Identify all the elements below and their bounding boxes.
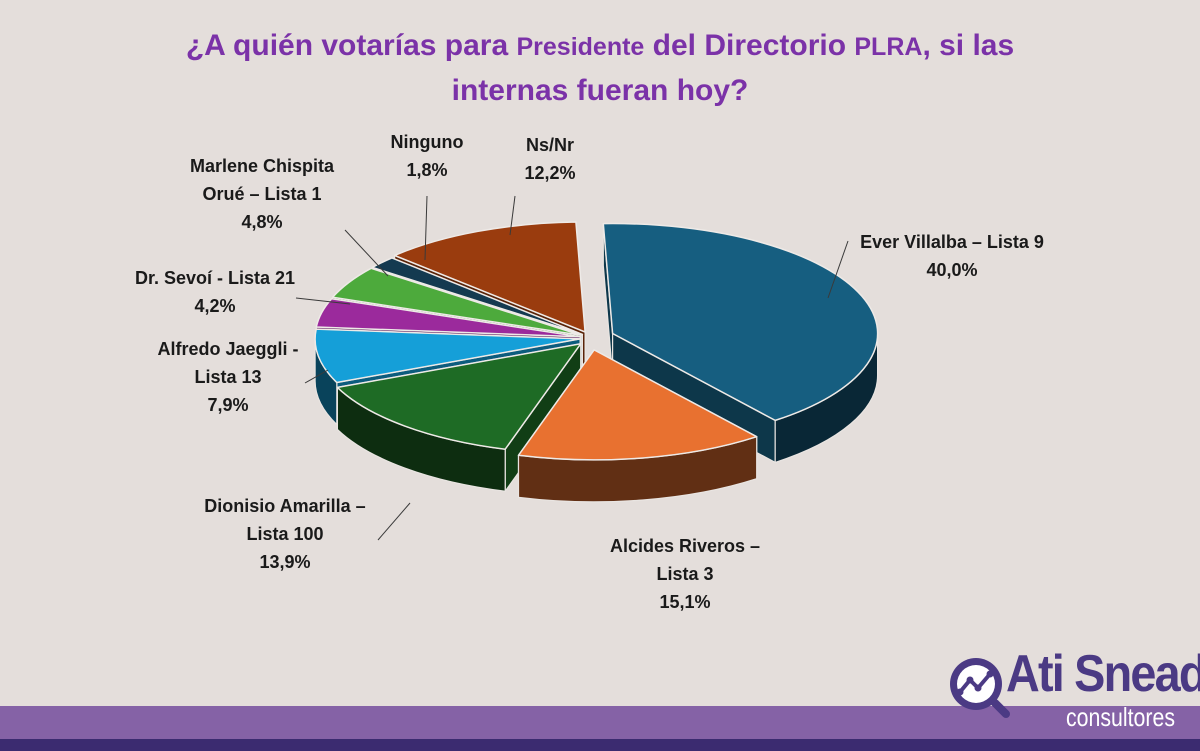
slice-1-top [602, 222, 879, 422]
slice-label-7: Ninguno 1,8% [391, 132, 464, 180]
leader-line-3 [377, 502, 411, 541]
slice-5-top [315, 297, 581, 338]
slice-name-4-line-2: Lista 13 [194, 367, 261, 387]
leader-line-4 [304, 369, 329, 384]
logo-subtitle: consultores [1066, 702, 1176, 732]
slice-8-top [393, 221, 586, 333]
slice-6-top [331, 267, 582, 337]
slice-4-top [314, 328, 581, 384]
slice-name-7-line-1: Ninguno [391, 132, 464, 152]
slice-name-2-line-1: Alcides Riveros – [610, 536, 760, 556]
chart-title: ¿A quién votarías para Presidente del Di… [185, 29, 1015, 107]
leader-line-5 [295, 297, 351, 305]
slice-value-1: 40,0% [926, 260, 977, 280]
leader-line-1 [827, 240, 849, 299]
slice-value-5: 4,2% [194, 296, 235, 316]
slice-labels: Ever Villalba – Lista 9 40,0% Alcides Rive… [135, 132, 1044, 612]
slice-label-3: Dionisio Amarilla – Lista 100 13,9% [204, 496, 365, 572]
slice-label-2: Alcides Riveros – Lista 3 15,1% [610, 536, 760, 612]
slice-name-8-line-1: Ns/Nr [526, 135, 574, 155]
leader-lines [295, 195, 849, 541]
slice-label-4: Alfredo Jaeggli - Lista 13 7,9% [157, 339, 298, 415]
leader-line-8 [509, 195, 516, 236]
slice-name-2-line-2: Lista 3 [656, 564, 713, 584]
slice-name-3-line-1: Dionisio Amarilla – [204, 496, 365, 516]
slice-label-5: Dr. Sevoí - Lista 21 4,2% [135, 268, 295, 316]
slice-7-top [371, 257, 584, 336]
slice-name-5-line-1: Dr. Sevoí - Lista 21 [135, 268, 295, 288]
slice-value-6: 4,8% [241, 212, 282, 232]
footer-band-dark [0, 739, 1200, 751]
magnifier-chart-icon [950, 658, 1010, 718]
pie-slices [314, 221, 879, 503]
pie-chart: Ever Villalba – Lista 9 40,0% Alcides Rive… [135, 132, 1044, 612]
slice-name-1-line-1: Ever Villalba – Lista 9 [860, 232, 1044, 252]
slice-name-6-line-2: Orué – Lista 1 [202, 184, 321, 204]
slice-value-8: 12,2% [524, 163, 575, 183]
slice-label-8: Ns/Nr 12,2% [524, 135, 575, 183]
slice-value-4: 7,9% [207, 395, 248, 415]
leader-line-7 [424, 195, 428, 261]
slice-2-top [517, 349, 758, 461]
slice-name-3-line-2: Lista 100 [246, 524, 323, 544]
leader-line-6 [344, 229, 389, 277]
slice-3-top [336, 343, 582, 450]
logo-name: Ati Snead [1006, 645, 1200, 703]
slice-value-3: 13,9% [259, 552, 310, 572]
slice-value-7: 1,8% [406, 160, 447, 180]
logo: Ati Snead consultores [946, 645, 1200, 736]
slice-label-6: Marlene Chispita Orué – Lista 1 4,8% [190, 156, 335, 232]
slice-label-1: Ever Villalba – Lista 9 40,0% [860, 232, 1044, 280]
slice-value-2: 15,1% [659, 592, 710, 612]
slice-name-6-line-1: Marlene Chispita [190, 156, 335, 176]
slice-name-4-line-1: Alfredo Jaeggli - [157, 339, 298, 359]
